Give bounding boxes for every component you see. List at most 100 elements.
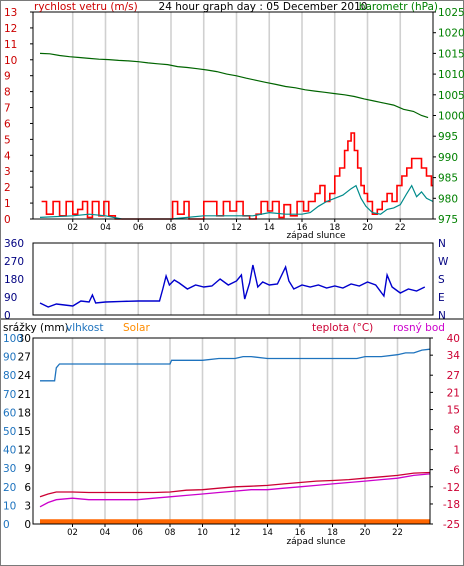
wind-speed-tick-label: 4 bbox=[4, 150, 11, 162]
temperature-tick-label: 27 bbox=[447, 370, 460, 382]
wind-speed-tick-label: 11 bbox=[4, 39, 17, 51]
pressure-line bbox=[39, 52, 429, 119]
humidity-axis: 0 10 20 30 40 50 60 70 80 90 100 bbox=[3, 333, 23, 531]
rain-label: srážky (mm) bbox=[3, 322, 69, 334]
wind-speed-tick-label: 0 bbox=[4, 214, 11, 226]
humidity-line bbox=[40, 348, 431, 382]
wind-speed-tick-label: 6 bbox=[4, 118, 11, 130]
pressure-tick-label: 1005 bbox=[438, 90, 464, 102]
rain-tick-label: 6 bbox=[24, 482, 31, 494]
temperature-axis: -25 -18 -12 -6 1 8 15 21 27 34 40 bbox=[430, 333, 460, 531]
temperature-tick-label: -25 bbox=[443, 519, 460, 531]
compass-label: N bbox=[438, 310, 446, 322]
x-tick-label: 20 bbox=[360, 528, 371, 538]
temperature-tick-label: 40 bbox=[447, 333, 460, 345]
x-tick-label: 12 bbox=[231, 223, 242, 233]
compass-label: E bbox=[438, 292, 445, 304]
wind-speed-tick-label: 7 bbox=[4, 103, 11, 115]
humidity-tick-label: 20 bbox=[3, 482, 16, 494]
rain-tick-label: 30 bbox=[18, 333, 31, 345]
direction-degree-label: 360 bbox=[4, 238, 24, 250]
x-tick-label: 12 bbox=[230, 528, 241, 538]
x-tick-label: 20 bbox=[362, 223, 373, 233]
rain-axis: 0 3 6 9 12 15 18 21 24 27 30 bbox=[18, 333, 32, 531]
pressure-tick-label: 1020 bbox=[438, 28, 464, 40]
x-tick-label: 08 bbox=[165, 528, 176, 538]
pressure-tick-label: 995 bbox=[438, 131, 458, 143]
direction-degree-label: 0 bbox=[4, 310, 11, 322]
dewpoint-label: rosný bod bbox=[393, 322, 445, 334]
wind-pressure-grid bbox=[71, 12, 402, 219]
direction-degree-label: 270 bbox=[4, 256, 24, 268]
wind-speed-tick-label: 1 bbox=[4, 198, 11, 210]
wind-speed-tick-label: 3 bbox=[4, 166, 11, 178]
rain-tick-label: 15 bbox=[18, 426, 31, 438]
humidity-label: vlhkost bbox=[66, 322, 104, 334]
temperature-plot-bg bbox=[33, 338, 430, 524]
wind-direction-grid bbox=[71, 243, 402, 315]
pressure-tick-label: 975 bbox=[438, 214, 458, 226]
pressure-tick-label: 990 bbox=[438, 152, 458, 164]
direction-degree-label: 180 bbox=[4, 274, 24, 286]
humidity-tick-label: 40 bbox=[3, 445, 16, 457]
wind-speed-tick-label: 8 bbox=[4, 87, 11, 99]
x-tick-label: 04 bbox=[100, 223, 111, 233]
sunset-label: západ slunce bbox=[286, 231, 346, 241]
wind-speed-axis-label: rychlost vetru (m/s) bbox=[34, 1, 138, 13]
pressure-tick-label: 1000 bbox=[438, 111, 464, 123]
compass-label: N bbox=[438, 238, 446, 250]
x-tick-label: 22 bbox=[395, 223, 406, 233]
humidity-tick-label: 90 bbox=[3, 352, 16, 364]
chart-title: 24 hour graph day : 05 December 2010 bbox=[159, 1, 368, 13]
wind-direction-line bbox=[39, 264, 426, 308]
temperature-tick-label: -18 bbox=[443, 499, 460, 511]
pressure-axis: 975 980 985 990 995 1000 1005 1010 1015 1020 1025 bbox=[433, 7, 464, 226]
x-tick-label: 14 bbox=[264, 223, 275, 233]
x-tick-label: 16 bbox=[295, 528, 306, 538]
humidity-tick-label: 100 bbox=[3, 333, 23, 345]
x-tick-label: 18 bbox=[329, 223, 340, 233]
humidity-tick-label: 60 bbox=[3, 407, 16, 419]
pressure-tick-label: 1010 bbox=[438, 69, 464, 81]
solar-label: Solar bbox=[123, 322, 150, 334]
wind-speed-tick-label: 13 bbox=[4, 7, 17, 19]
wind-speed-tick-label: 2 bbox=[4, 182, 11, 194]
wind-pressure-plot-bg bbox=[33, 12, 433, 219]
wind-direction-degree-axis: 0 90 180 270 360 bbox=[4, 238, 24, 322]
rain-tick-label: 12 bbox=[18, 445, 31, 457]
wind-average-line bbox=[39, 184, 434, 220]
humidity-tick-label: 70 bbox=[3, 389, 16, 401]
wind-direction-plot-bg bbox=[33, 243, 433, 315]
rain-tick-label: 27 bbox=[18, 352, 31, 364]
rain-tick-label: 18 bbox=[18, 407, 31, 419]
temperature-tick-label: 21 bbox=[447, 387, 460, 399]
temperature-tick-label: 1 bbox=[453, 445, 460, 457]
dewpoint-line bbox=[39, 473, 431, 508]
wind-pressure-x-axis: 02 04 06 08 10 12 14 16 18 20 22 bbox=[67, 219, 406, 233]
wind-gust-line bbox=[41, 132, 434, 220]
wind-speed-tick-label: 5 bbox=[4, 134, 11, 146]
temperature-tick-label: -12 bbox=[443, 482, 460, 494]
temperature-x-axis: 02 04 06 08 10 12 14 16 18 20 22 bbox=[67, 524, 403, 538]
temperature-plot-border bbox=[32, 337, 431, 525]
compass-label: W bbox=[438, 256, 449, 268]
wind-speed-tick-label: 9 bbox=[4, 71, 11, 83]
x-tick-label: 02 bbox=[67, 223, 78, 233]
x-tick-label: 08 bbox=[166, 223, 177, 233]
temperature-line bbox=[39, 471, 431, 498]
wind-speed-tick-label: 10 bbox=[4, 55, 17, 67]
wind-pressure-series bbox=[39, 52, 434, 220]
x-tick-label: 04 bbox=[100, 528, 111, 538]
temperature-label: teplota (°C) bbox=[312, 322, 373, 334]
temperature-tick-label: 34 bbox=[447, 350, 461, 362]
temperature-tick-label: 8 bbox=[453, 425, 460, 437]
pressure-tick-label: 980 bbox=[438, 193, 458, 205]
humidity-tick-label: 10 bbox=[3, 500, 16, 512]
x-tick-label: 06 bbox=[132, 528, 143, 538]
